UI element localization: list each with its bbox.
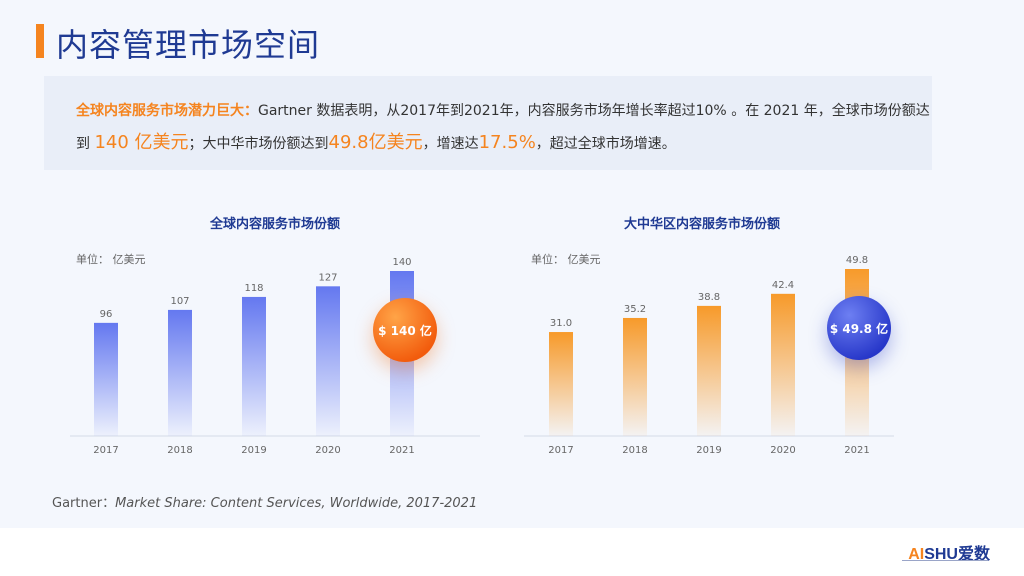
global-chart-unit: 单位： 亿美元 [76,253,146,266]
global-chart-title: 全球内容服务市场份额 [209,217,340,232]
logo-shu: SHU爱数 [924,546,990,563]
footer-bar [0,528,1024,576]
global-value-label-2018: 107 [170,296,189,307]
china-bar-2017 [549,332,573,436]
summary-global-value: 140 亿美元 [94,132,189,153]
global-bar-2020 [316,286,340,436]
logo-underline [902,560,988,561]
charts-canvas: 96 2017 107 2018 118 2019 127 2020 140 2021 31.0 2… [70,255,894,456]
summary-growth: 17.5% [478,132,536,153]
source-prefix: Gartner： [52,496,116,511]
china-bar-2018 [623,317,647,436]
global-x-tick-2020: 2020 [315,445,340,456]
global-x-tick-2021: 2021 [389,445,414,456]
china-chart-title: 大中华区内容服务市场份额 [623,217,780,232]
china-x-tick-2021: 2021 [844,445,869,456]
china-chart-unit: 单位： 亿美元 [531,253,601,266]
summary-text-4: ，超过全球市场增速。 [535,136,676,152]
summary-box: 全球内容服务市场潜力巨大：Gartner 数据表明，从2017年到2021年，内… [44,76,932,170]
logo-ai: AI [908,546,925,563]
china-x-tick-2018: 2018 [622,445,647,456]
global-value-label-2019: 118 [244,283,263,294]
title-accent-bar [36,24,44,58]
china-x-tick-2020: 2020 [770,445,795,456]
source-title: Market Share: Content Services, Worldwid… [115,496,478,511]
global-bar-2018 [168,309,192,436]
china-2021-highlight-badge: $ 49.8 亿 [827,296,891,360]
summary-text-3: ，增速达 [422,136,479,152]
china-value-label-2020: 42.4 [772,280,794,291]
china-bar-2020 [771,293,795,436]
china-bar-2019 [697,305,721,436]
summary-china-value: 49.8亿美元 [328,132,423,153]
summary-text-2: ；大中华市场份额达到 [188,136,329,152]
global-value-label-2021: 140 [392,257,411,268]
china-value-label-2017: 31.0 [550,318,572,329]
global-x-tick-2017: 2017 [93,445,118,456]
global-bar-2019 [242,296,266,436]
china-x-tick-2019: 2019 [696,445,721,456]
global-x-tick-2018: 2018 [167,445,192,456]
china-x-tick-2017: 2017 [548,445,573,456]
global-value-label-2017: 96 [100,309,113,320]
global-2021-highlight-badge: $ 140 亿 [373,298,437,362]
china-value-label-2021: 49.8 [846,255,868,266]
summary-lead: 全球内容服务市场潜力巨大： [76,103,258,119]
summary-text-1: Gartner 数据表明，从2017年到2021年，内容服务市场年增长率超过10… [76,103,930,152]
aishu-logo: AISHU爱数 [908,540,990,564]
source-note: Gartner：Market Share: Content Services, … [52,492,477,511]
global-bar-2017 [94,322,118,436]
china-market-chart: 31.0 2017 35.2 2018 38.8 2019 42.4 2020 49.8 2021 [524,255,894,456]
page-title: 内容管理市场空间 [56,26,321,64]
china-value-label-2018: 35.2 [624,304,646,315]
china-value-label-2019: 38.8 [698,292,720,303]
global-value-label-2020: 127 [318,272,337,283]
global-x-tick-2019: 2019 [241,445,266,456]
